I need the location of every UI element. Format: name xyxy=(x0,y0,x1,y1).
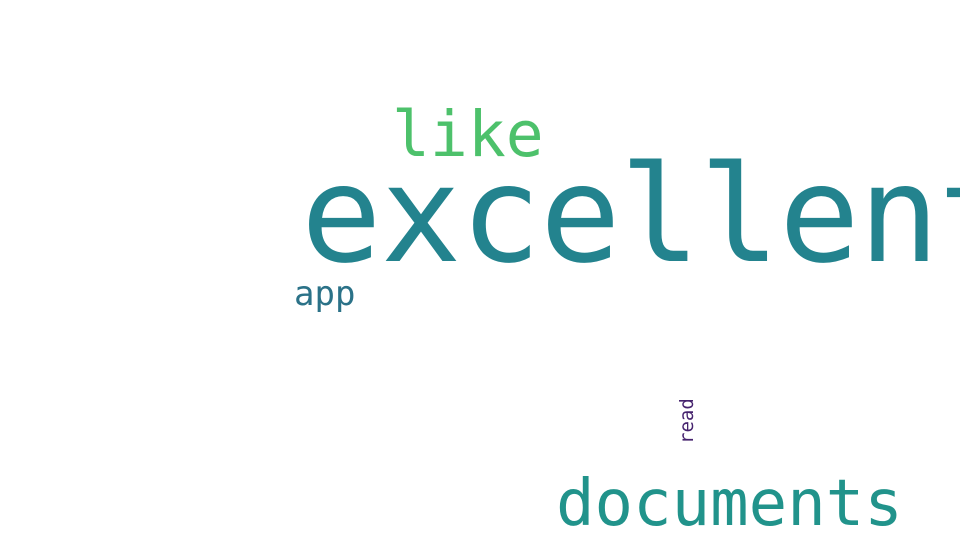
word-read: read xyxy=(676,398,698,444)
word-excellent: excellent xyxy=(301,137,960,293)
word-documents: documents xyxy=(556,467,903,540)
word-app: app xyxy=(294,274,356,314)
word-like: like xyxy=(392,98,544,171)
